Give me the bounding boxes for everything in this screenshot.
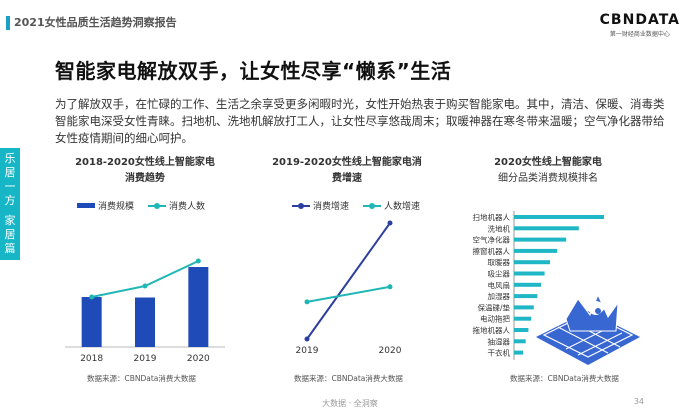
chart1-source: 数据来源：CBNData消费大数据	[87, 374, 196, 383]
intro-paragraph: 为了解放双手，在忙碌的工作、生活之余享受更多闲暇时光，女性开始热衷于购买智能家电…	[55, 97, 665, 145]
chart3-title-line1: 2020女性线上智能家电	[494, 157, 602, 168]
legend-swatch-line	[292, 202, 310, 209]
chart-consumption-trend: 2018-2020女性线上智能家电 消费趋势 消费规模 消费人数 2018 201…	[55, 155, 235, 390]
chart3-category-label: 洗地机	[488, 223, 511, 233]
chart3-plot: 扫地机器人洗地机空气净化器擦窗机器人取暖器吸尘器电风扇加湿器保温碟/垫电动拖把拖…	[473, 211, 640, 365]
chart3-bar	[514, 282, 541, 287]
chart2-x-tick-label: 2019	[296, 346, 319, 356]
chart1-bar	[81, 297, 102, 347]
legend-label-scale: 消费规模	[98, 202, 135, 212]
side-tab-char: 方	[4, 194, 16, 207]
chart1-legend: 消费规模 消费人数	[77, 199, 213, 212]
chart1-bar	[188, 267, 209, 347]
side-tab-char: 家	[4, 214, 16, 227]
chart3-title-line2: 细分品类消费规模排名	[498, 173, 598, 184]
chart2-title: 2019-2020女性线上智能家电消 费增速	[262, 155, 432, 187]
chart1-x-tick-label: 2020	[187, 354, 210, 364]
chart3-bar	[514, 350, 523, 355]
chart3-bar	[514, 226, 579, 231]
chart3-bar	[514, 215, 604, 219]
report-title: 2021女性品质生活趋势洞察报告	[14, 16, 177, 29]
chart1-title-line1: 2018-2020女性线上智能家电	[75, 157, 215, 168]
legend-label-spend-growth: 消费增速	[313, 202, 350, 212]
chart3-category-label: 干衣机	[488, 348, 511, 358]
chart3-source: 数据来源：CBNData消费大数据	[510, 374, 619, 383]
chart3-bar	[514, 271, 545, 276]
page-number: 34	[633, 397, 644, 406]
chart3-category-label: 抽湿器	[488, 336, 511, 346]
chart1-title: 2018-2020女性线上智能家电 消费趋势	[55, 155, 235, 187]
cbndata-logo: CBNDATA 第一财经商业数据中心	[600, 12, 680, 38]
chart1-line-point	[89, 294, 95, 300]
chart2-plot: 2019 2020	[296, 220, 402, 356]
chart3-title: 2020女性线上智能家电 细分品类消费规模排名	[438, 155, 658, 187]
side-tab-char: 居	[4, 166, 16, 179]
chart-category-ranking: 2020女性线上智能家电 细分品类消费规模排名 扫地机器人 洗地机空气净化器 擦窗机…	[458, 155, 678, 390]
chart1-series-line	[91, 260, 199, 298]
title-accent-mark	[6, 16, 10, 30]
footer-tagline: 大数据 · 全洞察	[322, 399, 378, 408]
chart3-category-label: 保温碟/垫	[477, 302, 510, 312]
chart3-category-label: 加湿器	[488, 291, 511, 301]
chart1-x-tick-label: 2019	[134, 354, 157, 364]
chart3-bar	[514, 260, 550, 265]
logo-mark: CBNDATA	[599, 12, 680, 28]
chart2-title-line1: 2019-2020女性线上智能家电消	[272, 157, 422, 168]
chart2-legend: 消费增速 人数增速	[292, 199, 428, 212]
chart3-category-label: 拖地机器人	[473, 325, 511, 335]
chart2-series-line	[306, 222, 391, 340]
chart3-category-label: 吸尘器	[488, 269, 511, 279]
chart2-line-point	[387, 284, 393, 290]
chart3-category-label: 电动拖把	[480, 314, 510, 324]
side-tab-char: 一	[4, 180, 16, 193]
side-tab-char: 居	[4, 228, 16, 241]
side-tab-char: 篇	[4, 242, 16, 255]
side-tab-char: 乐	[4, 152, 16, 165]
chart3-bar	[514, 305, 534, 310]
chart1-plot: 2018 2019 2020	[65, 258, 225, 364]
legend-label-people: 消费人数	[169, 202, 206, 212]
legend-swatch-bar	[77, 203, 95, 208]
chart3-bar	[514, 339, 526, 344]
legend-label-people-growth: 人数增速	[384, 202, 421, 212]
chart3-category-label: 电风扇	[488, 280, 511, 290]
legend-swatch-line	[148, 202, 167, 209]
chart1-x-tick-label: 2018	[80, 354, 103, 364]
chart3-bar	[514, 237, 567, 242]
chart3-bar	[514, 248, 558, 253]
chart1-line-point	[195, 258, 201, 264]
chart3-category-label: 扫地机器人	[473, 212, 511, 222]
legend-swatch-line	[363, 202, 382, 209]
chart1-bar	[135, 297, 155, 347]
logo-subtitle: 第一财经商业数据中心	[609, 31, 670, 38]
side-tab-lejuyifang[interactable]: 乐 居 一 方	[0, 148, 20, 212]
chart2-x-tick-label: 2020	[379, 346, 402, 356]
chart3-category-label: 擦窗机器人	[473, 246, 511, 256]
top-bar: 2021女性品质生活趋势洞察报告 CBNDATA 第一财经商业数据中心	[0, 0, 700, 42]
chart1-line-point	[142, 283, 148, 289]
chart3-bar	[514, 328, 529, 332]
chart3-category-label: 取暖器	[488, 258, 511, 267]
side-tab-jiaju[interactable]: 家 居 篇	[0, 210, 20, 260]
chart2-source: 数据来源：CBNData消费大数据	[294, 374, 403, 383]
chart2-line-point	[304, 299, 310, 305]
chart2-series-line	[306, 285, 391, 303]
chart3-bar	[514, 316, 532, 321]
chart-growth-rate: 2019-2020女性线上智能家电消 费增速 消费增速 人数增速 2019 202…	[262, 155, 432, 390]
chart1-title-line2: 消费趋势	[125, 173, 165, 184]
page-headline: 智能家电解放双手，让女性尽享“懒系”生活	[55, 59, 452, 83]
robot-vacuum-illustration-icon	[536, 293, 640, 365]
chart2-line-point	[304, 336, 310, 342]
chart3-category-label: 空气净化器	[473, 235, 511, 245]
chart3-bar	[514, 294, 538, 299]
chart2-title-line2: 费增速	[332, 173, 362, 184]
chart2-line-point	[387, 220, 393, 226]
